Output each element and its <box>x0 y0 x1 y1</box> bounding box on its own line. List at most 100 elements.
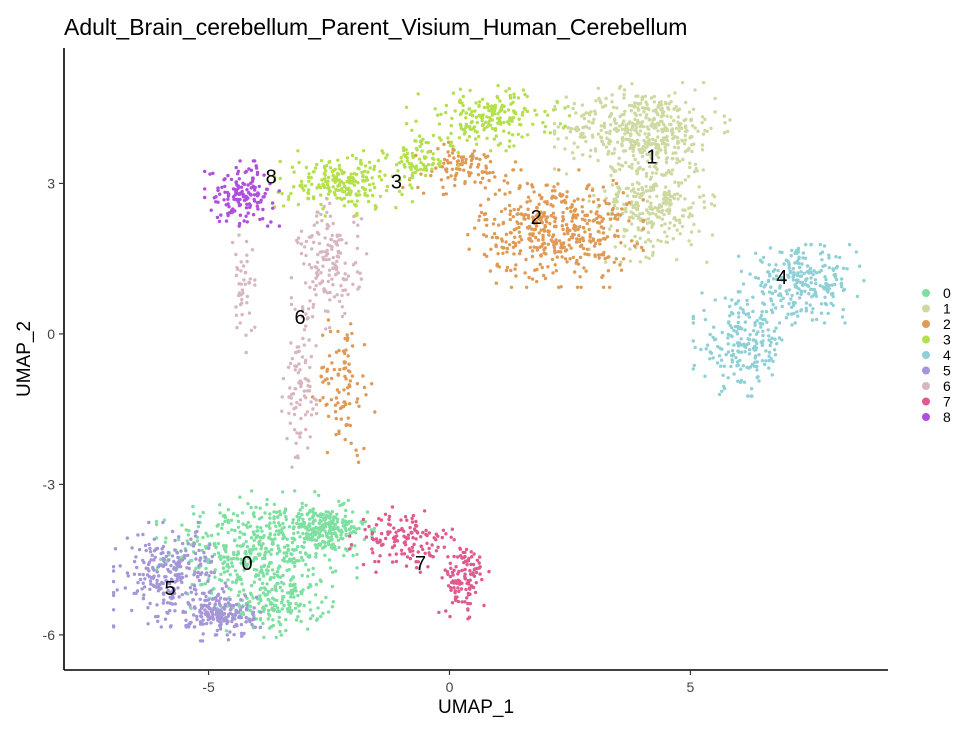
point <box>514 274 518 278</box>
point <box>417 134 422 138</box>
point <box>416 531 420 535</box>
point <box>327 381 331 386</box>
point <box>767 338 771 342</box>
point <box>296 236 301 240</box>
point <box>616 234 620 238</box>
point <box>481 122 485 127</box>
point <box>170 529 175 534</box>
point <box>289 296 294 300</box>
point <box>607 255 611 259</box>
point <box>364 252 369 256</box>
point <box>649 156 653 160</box>
point <box>323 177 327 181</box>
point <box>573 270 577 274</box>
point <box>656 129 660 133</box>
point <box>487 569 491 574</box>
point <box>644 116 648 120</box>
point <box>227 192 231 196</box>
point <box>582 116 587 121</box>
point <box>146 562 151 567</box>
point <box>460 600 464 604</box>
cluster-0-points <box>154 489 376 640</box>
point <box>316 514 320 518</box>
point <box>786 312 790 316</box>
point <box>361 179 365 183</box>
point <box>451 579 455 583</box>
point <box>623 244 627 248</box>
point <box>523 271 527 275</box>
point <box>152 568 156 572</box>
point <box>615 217 620 221</box>
point <box>477 103 481 108</box>
point <box>292 595 296 599</box>
point <box>467 579 471 583</box>
point <box>327 529 332 533</box>
point <box>697 229 701 233</box>
point <box>700 120 704 125</box>
point <box>290 536 294 540</box>
point <box>493 192 497 196</box>
point <box>180 572 184 576</box>
point <box>649 124 653 128</box>
point <box>334 416 338 421</box>
point <box>306 384 310 388</box>
point <box>572 102 577 106</box>
point <box>266 612 271 616</box>
point <box>664 160 669 165</box>
point <box>580 210 585 214</box>
point <box>268 516 272 520</box>
point <box>311 407 315 411</box>
point <box>587 227 591 232</box>
point <box>459 124 463 128</box>
point <box>330 510 334 514</box>
point <box>426 162 431 167</box>
point <box>552 243 556 247</box>
point <box>325 369 329 373</box>
point <box>547 233 551 237</box>
point <box>224 615 228 620</box>
point <box>141 596 146 601</box>
point <box>318 185 323 190</box>
point <box>771 269 775 274</box>
point <box>429 173 433 178</box>
point <box>610 208 615 212</box>
point <box>612 260 616 264</box>
point <box>515 220 519 224</box>
point <box>571 106 575 111</box>
point <box>383 512 388 516</box>
point <box>649 239 653 243</box>
point <box>308 608 313 612</box>
point <box>457 136 462 140</box>
point <box>464 122 468 127</box>
point <box>111 590 116 595</box>
point <box>622 227 626 232</box>
point <box>693 88 697 92</box>
point <box>516 132 520 136</box>
point <box>335 517 340 521</box>
point <box>201 510 205 515</box>
point <box>587 183 591 187</box>
point <box>160 564 164 568</box>
point <box>347 520 351 524</box>
point <box>760 290 764 294</box>
point <box>449 586 453 590</box>
point <box>377 174 382 179</box>
point <box>408 549 412 554</box>
point <box>765 320 769 324</box>
point <box>289 302 294 307</box>
point <box>480 118 484 123</box>
point <box>512 95 516 99</box>
point <box>494 134 498 138</box>
point <box>583 230 587 234</box>
point <box>295 521 299 526</box>
point <box>304 324 308 328</box>
point <box>359 520 363 524</box>
point <box>246 600 251 605</box>
point <box>563 147 567 151</box>
point <box>168 582 172 586</box>
point <box>483 212 488 216</box>
point <box>411 155 415 160</box>
point <box>790 293 794 298</box>
point <box>615 200 619 204</box>
point <box>278 585 282 590</box>
